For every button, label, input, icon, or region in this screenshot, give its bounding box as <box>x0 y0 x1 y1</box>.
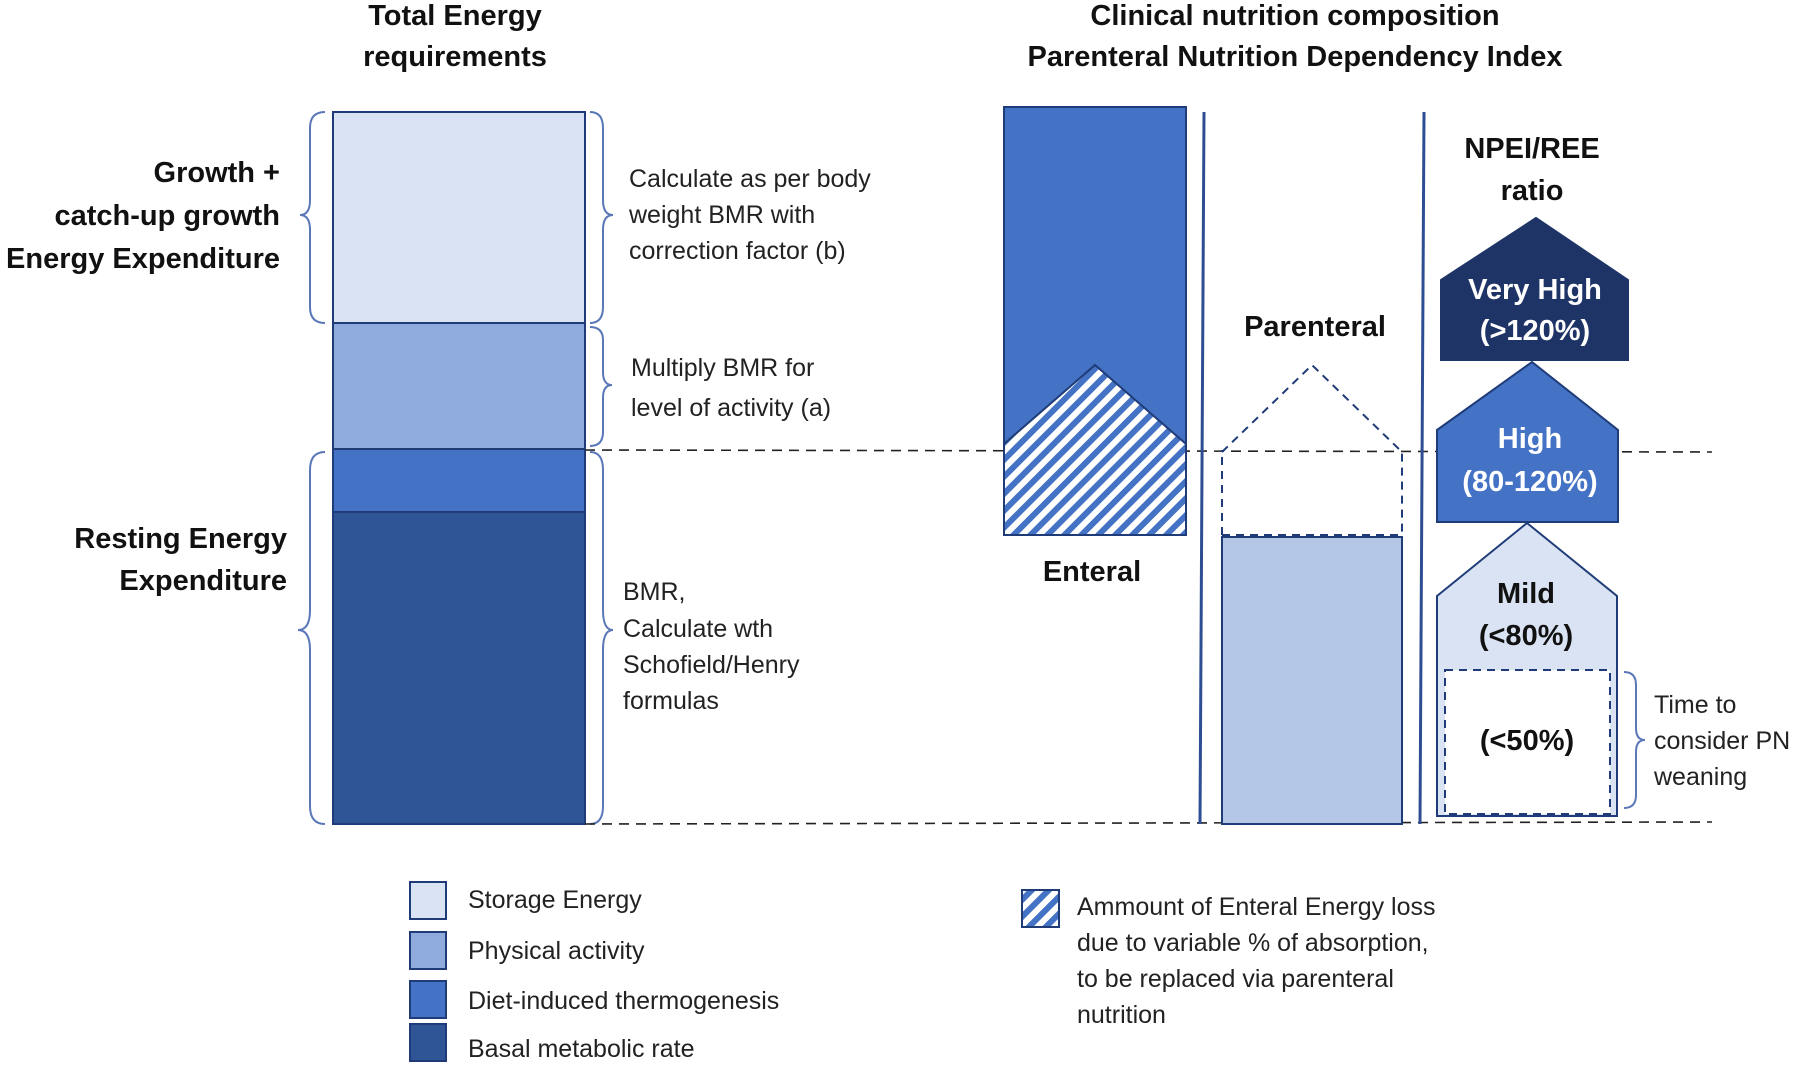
legend-swatch-activity <box>409 931 447 970</box>
very-high-level <box>1440 216 1629 361</box>
legend-label-activity: Physical activity <box>468 937 645 965</box>
divider-left <box>1198 111 1206 825</box>
thermogenesis-block <box>332 448 586 513</box>
bmr-block <box>332 511 586 825</box>
parenteral-label: Parenteral <box>1244 311 1386 343</box>
ree-label-line2: Expenditure <box>119 565 287 597</box>
divider-right <box>1418 111 1426 825</box>
growth-label-line2: catch-up growth <box>54 200 280 232</box>
parenteral-bar <box>1221 536 1403 825</box>
legend-hatch-line4: nutrition <box>1077 1001 1166 1029</box>
weaning-brace <box>1623 671 1646 809</box>
storage-energy-block <box>332 111 586 324</box>
bmr-note-line1: BMR, <box>623 578 686 606</box>
enteral-label: Enteral <box>1043 556 1141 588</box>
parenteral-dashed-outline <box>1221 363 1403 535</box>
weaning-note-line1: Time to <box>1654 691 1736 719</box>
bmr-note-line4: formulas <box>623 687 719 715</box>
legend-swatch-hatch <box>1021 889 1060 928</box>
legend-swatch-bmr <box>409 1023 447 1062</box>
legend-label-storage: Storage Energy <box>468 886 642 914</box>
legend-hatch-line2: due to variable % of absorption, <box>1077 929 1429 957</box>
mild-range: (<80%) <box>1479 620 1573 652</box>
legend-hatch-line3: to be replaced via parenteral <box>1077 965 1394 993</box>
enteral-loss-hatch <box>1003 363 1187 536</box>
ratio-title-line1: NPEI/REE <box>1464 133 1599 165</box>
ree-brace <box>297 451 326 825</box>
ree-label-line1: Resting Energy <box>74 523 287 555</box>
legend-hatch-line1: Ammount of Enteral Energy loss <box>1077 893 1436 921</box>
legend-label-thermogenesis: Diet-induced thermogenesis <box>468 987 779 1015</box>
left-title-line2: requirements <box>363 41 547 73</box>
legend-label-bmr: Basal metabolic rate <box>468 1035 695 1063</box>
very-high-label: Very High <box>1468 274 1602 306</box>
legend-swatch-storage <box>409 881 447 920</box>
storage-note-line2: weight BMR with <box>628 201 815 229</box>
growth-label-line3: Energy Expenditure <box>6 243 280 275</box>
legend-swatch-thermogenesis <box>409 980 447 1019</box>
left-title-line1: Total Energy <box>368 0 542 32</box>
weaning-note-line3: weaning <box>1653 763 1747 791</box>
baseline-dashed-line <box>584 821 1713 825</box>
bmr-note-line2: Calculate wth <box>623 615 773 643</box>
storage-brace <box>589 111 614 324</box>
right-title-line2: Parenteral Nutrition Dependency Index <box>1027 41 1562 73</box>
mild-label: Mild <box>1497 578 1555 610</box>
activity-note-line2: level of activity (a) <box>631 394 831 422</box>
high-range: (80-120%) <box>1462 466 1597 498</box>
growth-label-line1: Growth + <box>154 157 280 189</box>
weaning-box <box>1444 669 1611 815</box>
high-label: High <box>1498 423 1562 455</box>
bmr-note-line3: Schofield/Henry <box>623 651 800 679</box>
right-title-line1: Clinical nutrition composition <box>1090 0 1499 32</box>
high-level <box>1436 360 1619 523</box>
storage-note-line3: correction factor (b) <box>629 237 846 265</box>
weaning-note-line2: consider PN <box>1654 727 1790 755</box>
activity-note-line1: Multiply BMR for <box>631 354 814 382</box>
storage-note-line1: Calculate as per body <box>629 165 871 193</box>
growth-brace <box>299 111 326 324</box>
ratio-title-line2: ratio <box>1501 175 1564 207</box>
bmr-brace <box>589 451 614 825</box>
physical-activity-block <box>332 322 586 450</box>
weaning-range: (<50%) <box>1480 725 1574 757</box>
very-high-range: (>120%) <box>1480 315 1590 347</box>
activity-brace <box>589 326 613 447</box>
